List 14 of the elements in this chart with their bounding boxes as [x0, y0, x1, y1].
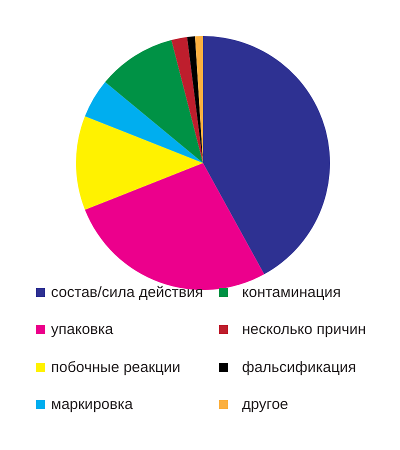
pie-slice [84, 82, 203, 163]
legend-label: другое [242, 396, 288, 413]
legend-label: побочные реакции [51, 358, 180, 376]
legend-label: упаковка [51, 321, 114, 338]
pie-slice [76, 116, 203, 210]
pie-slice [187, 36, 203, 163]
legend-label: маркировка [51, 396, 133, 413]
pie-slice [171, 37, 203, 163]
legend-label: фальсификация [242, 358, 356, 376]
legend-label: состав/сила действия [51, 284, 204, 300]
legend-label: контаминация [242, 284, 341, 300]
pie-slice [105, 40, 203, 163]
legend-label: несколько причин [242, 321, 366, 338]
pie-slice [203, 36, 330, 274]
